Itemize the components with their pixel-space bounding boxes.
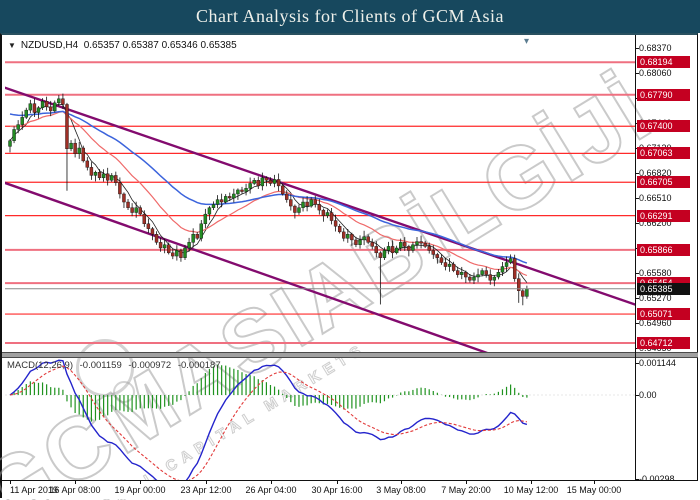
price-axis[interactable]: 0.683700.680600.677500.674400.671300.668… [635,35,699,484]
title-bar: Chart Analysis for Clients of GCM Asia [0,0,700,33]
price-level-badge[interactable]: 0.65071 [637,308,690,321]
macd-header: MACD(12,26,9) -0.001159 -0.000972 -0.000… [7,360,225,371]
macd-signal-line [9,365,527,480]
time-tick-label: 16 Apr 08:00 [49,485,101,495]
channel-upper-trendline[interactable] [2,86,642,307]
price-level-badge[interactable]: 0.67790 [637,88,690,101]
chart-window: GCMASIABİLGİJİ GLOBAL CAPITAL MARKETS ▼ N… [0,33,699,500]
chart-shift-marker-icon[interactable]: ▾ [524,36,530,47]
price-tick-label: 0.64960 [636,318,672,328]
time-tick-label: 23 Apr 12:00 [180,485,232,495]
macd-tick-label: 0.001144 [636,357,676,368]
macd-value-main: -0.001159 [79,360,122,371]
macd-label: MACD(12,26,9) [7,360,73,371]
time-tick-label: 3 May 08:00 [376,485,426,495]
time-tick-mark [206,481,207,484]
ma-mid-red [9,110,528,277]
price-level-badge[interactable]: 0.65866 [637,243,690,256]
candlestick-series [8,93,529,306]
macd-tick-label: 0.00 [636,390,657,400]
macd-indicator [5,359,635,480]
macd-line [9,359,528,480]
price-tick-label: 0.68370 [636,43,672,53]
time-tick-mark [75,481,76,484]
ohlc-values: 0.65357 0.65387 0.65346 0.65385 [83,40,237,51]
ma-fast-black [9,103,528,283]
price-tick-label: 0.68060 [636,68,672,78]
time-tick-label: 19 Apr 00:00 [114,485,166,495]
time-tick-mark [594,481,595,484]
macd-tick-label: -0.00298 [636,474,675,484]
time-tick-label: 30 Apr 16:00 [311,485,363,495]
ma-slow-blue [9,110,528,264]
time-tick-label: 15 May 00:00 [566,485,622,495]
time-tick-label: 26 Apr 04:00 [245,485,297,495]
time-tick-label: 11 Apr 2019 [10,485,58,495]
current-price-badge: 0.65385 [637,282,690,295]
time-tick-label: 7 May 20:00 [441,485,491,495]
channel-lower-trendline[interactable] [2,181,489,354]
time-tick-mark [531,481,532,484]
chart-canvas [2,61,642,480]
price-level-badge[interactable]: 0.68194 [637,56,690,69]
time-axis[interactable]: 11 Apr 2019 16 Apr 08:00 19 Apr 00:00 23 Ap… [2,480,698,499]
chevron-down-icon[interactable]: ▼ [8,41,16,50]
time-tick-mark [337,481,338,484]
time-tick-mark [271,481,272,484]
price-tick-label: 0.66820 [636,168,672,178]
panel-divider[interactable] [2,352,698,358]
price-level-badge[interactable]: 0.66291 [637,209,690,222]
time-tick-mark [140,481,141,484]
page-title: Chart Analysis for Clients of GCM Asia [196,6,504,26]
price-level-badge[interactable]: 0.66705 [637,176,690,189]
time-tick-mark [401,481,402,484]
price-tick-label: 0.66510 [636,193,672,203]
price-level-badge[interactable]: 0.64712 [637,337,690,349]
time-tick-mark [466,481,467,484]
macd-value-signal: -0.000972 [128,360,172,371]
time-tick-mark [10,481,11,484]
price-level-badge[interactable]: 0.67400 [637,120,690,133]
price-tick-label: 0.65580 [636,268,672,278]
symbol-label: NZDUSD,H4 [20,40,79,51]
symbol-header: ▼ NZDUSD,H4 0.65357 0.65387 0.65346 0.653… [8,40,237,51]
moving-averages [9,103,528,283]
price-tick-label: 0.66200 [636,218,672,228]
price-tick-label: 0.65270 [636,293,672,303]
watermark-ring-large [76,339,134,397]
time-tick-label: 10 May 12:00 [503,485,559,495]
macd-value-hist: -0.000187 [177,360,221,371]
price-level-badge[interactable]: 0.67063 [637,147,690,160]
